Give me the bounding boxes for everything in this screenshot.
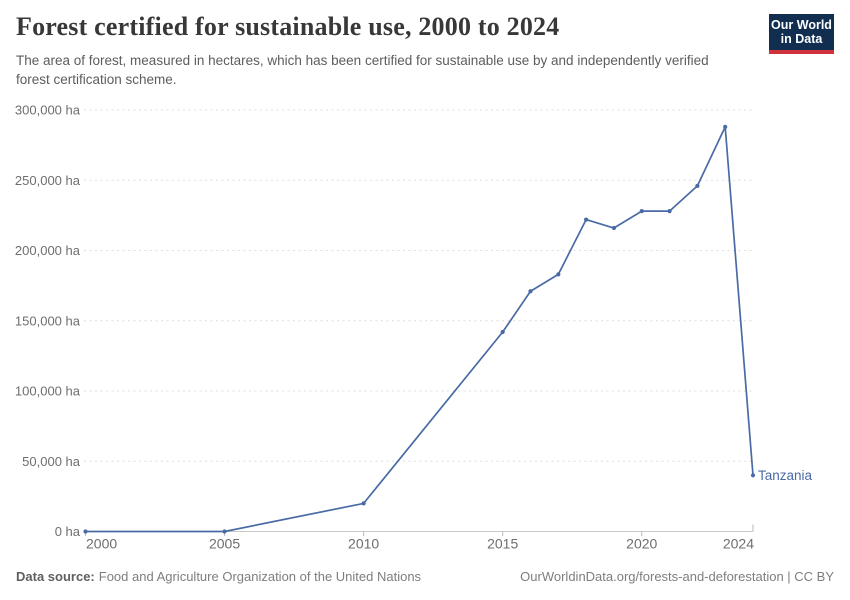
x-axis-label: 2015 xyxy=(487,536,518,552)
data-source: Data source: Food and Agriculture Organiz… xyxy=(16,569,421,584)
attribution-link[interactable]: OurWorldinData.org/forests-and-deforesta… xyxy=(520,569,834,584)
data-point[interactable] xyxy=(500,329,505,335)
data-point[interactable] xyxy=(83,529,88,534)
line-chart[interactable]: 0 ha 50,000 ha 100,000 ha 150,000 ha 200,000… xyxy=(0,95,850,565)
y-axis-label: 0 ha xyxy=(55,524,81,539)
chart-footer: Data source: Food and Agriculture Organiz… xyxy=(16,569,834,584)
data-point[interactable] xyxy=(361,501,366,506)
owid-logo-line1: Our World xyxy=(771,17,832,32)
chart-subtitle: The area of forest, measured in hectares… xyxy=(16,53,709,87)
owid-logo[interactable]: Our World in Data xyxy=(769,14,834,54)
x-axis-label: 2020 xyxy=(626,536,657,552)
y-axis-label: 100,000 ha xyxy=(15,384,81,399)
data-point[interactable] xyxy=(695,183,700,188)
data-source-text: Food and Agriculture Organization of the… xyxy=(98,569,422,584)
data-source-label: Data source: xyxy=(16,569,95,584)
data-point[interactable] xyxy=(750,473,756,478)
data-point[interactable] xyxy=(723,124,728,129)
data-line-tanzania[interactable] xyxy=(84,126,754,533)
y-axis-label: 50,000 ha xyxy=(22,454,81,469)
data-point[interactable] xyxy=(528,289,533,294)
data-point[interactable] xyxy=(222,529,227,534)
y-axis-label: 250,000 ha xyxy=(15,173,81,188)
entity-label[interactable]: Tanzania xyxy=(758,468,813,483)
y-axis-label: 300,000 ha xyxy=(15,103,81,118)
owid-logo-line2: in Data xyxy=(780,32,823,46)
x-axis-label: 2005 xyxy=(209,536,240,552)
page-title: Forest certified for sustainable use, 20… xyxy=(16,12,560,41)
data-point[interactable] xyxy=(639,209,644,214)
y-axis-label: 150,000 ha xyxy=(15,313,81,328)
data-point[interactable] xyxy=(556,272,561,277)
y-axis-label: 200,000 ha xyxy=(15,243,81,258)
x-axis-label: 2010 xyxy=(348,536,379,552)
data-point[interactable] xyxy=(667,209,672,214)
x-axis-label: 2024 xyxy=(723,536,754,552)
x-axis-label: 2000 xyxy=(86,536,117,552)
data-point[interactable] xyxy=(611,225,617,231)
data-point[interactable] xyxy=(584,217,589,222)
